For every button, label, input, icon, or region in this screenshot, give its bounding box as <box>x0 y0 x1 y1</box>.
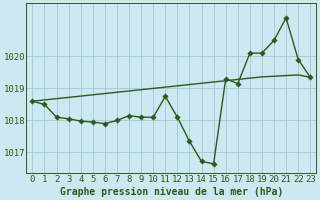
X-axis label: Graphe pression niveau de la mer (hPa): Graphe pression niveau de la mer (hPa) <box>60 186 283 197</box>
